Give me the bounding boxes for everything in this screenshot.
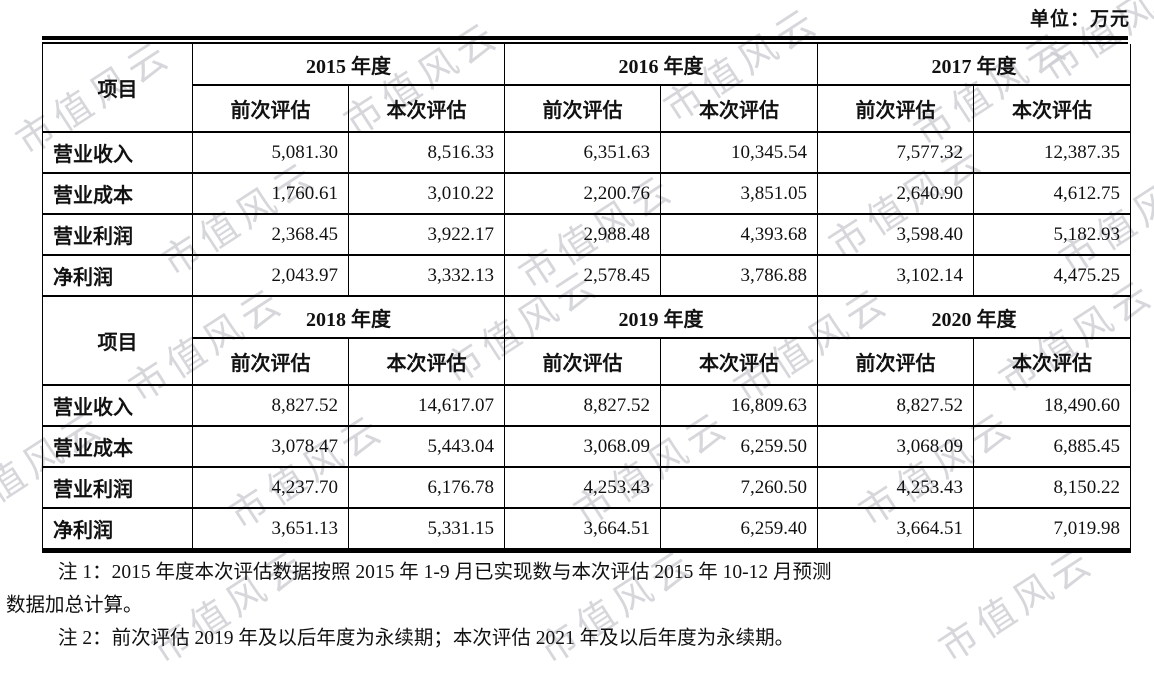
subheader-current: 本次评估 xyxy=(973,84,1131,133)
value-cell: 6,885.45 xyxy=(973,425,1131,468)
subheader-current: 本次评估 xyxy=(660,84,818,133)
table-row: 净利润 3,651.13 5,331.15 3,664.51 6,259.40 … xyxy=(42,507,1131,553)
value-cell: 3,332.13 xyxy=(348,254,505,297)
value-cell: 5,081.30 xyxy=(192,131,349,174)
table-row: 营业收入 8,827.52 14,617.07 8,827.52 16,809.… xyxy=(42,384,1131,427)
value-cell: 3,664.51 xyxy=(817,507,974,553)
subheader-previous: 前次评估 xyxy=(504,337,661,386)
note-1-line-1: 注 1：2015 年度本次评估数据按照 2015 年 1-9 月已实现数与本次评… xyxy=(58,562,832,583)
header-year-2019: 2019 年度 xyxy=(504,295,818,339)
value-cell: 14,617.07 xyxy=(348,384,505,427)
unit-label: 单位：万元 xyxy=(1029,9,1130,30)
row-label: 营业收入 xyxy=(42,384,193,427)
table-row: 营业收入 5,081.30 8,516.33 6,351.63 10,345.5… xyxy=(42,131,1131,174)
row-label: 净利润 xyxy=(42,507,193,553)
header-year-2015: 2015 年度 xyxy=(192,44,505,86)
value-cell: 8,827.52 xyxy=(504,384,661,427)
value-cell: 3,102.14 xyxy=(817,254,974,297)
value-cell: 4,393.68 xyxy=(660,213,818,256)
value-cell: 3,598.40 xyxy=(817,213,974,256)
value-cell: 2,988.48 xyxy=(504,213,661,256)
header-year-2020: 2020 年度 xyxy=(817,295,1131,339)
subheader-previous: 前次评估 xyxy=(817,84,974,133)
value-cell: 4,253.43 xyxy=(817,466,974,509)
subheader-current: 本次评估 xyxy=(660,337,818,386)
value-cell: 5,331.15 xyxy=(348,507,505,553)
subheader-current: 本次评估 xyxy=(348,337,505,386)
value-cell: 10,345.54 xyxy=(660,131,818,174)
assessment-comparison-table: 项目 2015 年度 2016 年度 2017 年度 前次评估 本次评估 前次评… xyxy=(42,44,1131,553)
value-cell: 6,176.78 xyxy=(348,466,505,509)
value-cell: 8,827.52 xyxy=(817,384,974,427)
value-cell: 2,578.45 xyxy=(504,254,661,297)
value-cell: 6,351.63 xyxy=(504,131,661,174)
value-cell: 4,253.43 xyxy=(504,466,661,509)
value-cell: 7,260.50 xyxy=(660,466,818,509)
value-cell: 8,150.22 xyxy=(973,466,1131,509)
value-cell: 3,851.05 xyxy=(660,172,818,215)
row-label: 营业利润 xyxy=(42,466,193,509)
header-item: 项目 xyxy=(42,295,193,386)
value-cell: 2,368.45 xyxy=(192,213,349,256)
subheader-current: 本次评估 xyxy=(973,337,1131,386)
subheader-previous: 前次评估 xyxy=(817,337,974,386)
header-year-2016: 2016 年度 xyxy=(504,44,818,86)
value-cell: 3,922.17 xyxy=(348,213,505,256)
value-cell: 3,786.88 xyxy=(660,254,818,297)
header-item: 项目 xyxy=(42,44,193,133)
footnotes: 注 1：2015 年度本次评估数据按照 2015 年 1-9 月已实现数与本次评… xyxy=(6,556,1136,655)
value-cell: 8,827.52 xyxy=(192,384,349,427)
header-year-2017: 2017 年度 xyxy=(817,44,1131,86)
value-cell: 5,443.04 xyxy=(348,425,505,468)
table-row: 营业利润 2,368.45 3,922.17 2,988.48 4,393.68… xyxy=(42,213,1131,256)
value-cell: 18,490.60 xyxy=(973,384,1131,427)
table-row: 营业成本 3,078.47 5,443.04 3,068.09 6,259.50… xyxy=(42,425,1131,468)
header-year-2018: 2018 年度 xyxy=(192,295,505,339)
value-cell: 4,612.75 xyxy=(973,172,1131,215)
row-label: 营业利润 xyxy=(42,213,193,256)
value-cell: 3,010.22 xyxy=(348,172,505,215)
subheader-current: 本次评估 xyxy=(348,84,505,133)
value-cell: 7,019.98 xyxy=(973,507,1131,553)
value-cell: 3,068.09 xyxy=(817,425,974,468)
value-cell: 7,577.32 xyxy=(817,131,974,174)
value-cell: 16,809.63 xyxy=(660,384,818,427)
row-label: 营业成本 xyxy=(42,172,193,215)
value-cell: 4,237.70 xyxy=(192,466,349,509)
row-label: 营业收入 xyxy=(42,131,193,174)
note-2-line-1: 注 2：前次评估 2019 年及以后年度为永续期；本次评估 2021 年及以后年… xyxy=(58,628,795,649)
table-row: 营业成本 1,760.61 3,010.22 2,200.76 3,851.05… xyxy=(42,172,1131,215)
value-cell: 8,516.33 xyxy=(348,131,505,174)
value-cell: 3,651.13 xyxy=(192,507,349,553)
value-cell: 6,259.40 xyxy=(660,507,818,553)
subheader-previous: 前次评估 xyxy=(504,84,661,133)
value-cell: 2,043.97 xyxy=(192,254,349,297)
table-row: 净利润 2,043.97 3,332.13 2,578.45 3,786.88 … xyxy=(42,254,1131,297)
row-label: 营业成本 xyxy=(42,425,193,468)
value-cell: 2,200.76 xyxy=(504,172,661,215)
value-cell: 4,475.25 xyxy=(973,254,1131,297)
table-row: 营业利润 4,237.70 6,176.78 4,253.43 7,260.50… xyxy=(42,466,1131,509)
value-cell: 3,068.09 xyxy=(504,425,661,468)
table-top-rule xyxy=(42,36,1128,44)
value-cell: 1,760.61 xyxy=(192,172,349,215)
note-1-line-2: 数据加总计算。 xyxy=(6,595,143,616)
subheader-previous: 前次评估 xyxy=(192,84,349,133)
value-cell: 3,664.51 xyxy=(504,507,661,553)
value-cell: 3,078.47 xyxy=(192,425,349,468)
subheader-previous: 前次评估 xyxy=(192,337,349,386)
value-cell: 6,259.50 xyxy=(660,425,818,468)
row-label: 净利润 xyxy=(42,254,193,297)
value-cell: 12,387.35 xyxy=(973,131,1131,174)
value-cell: 2,640.90 xyxy=(817,172,974,215)
value-cell: 5,182.93 xyxy=(973,213,1131,256)
